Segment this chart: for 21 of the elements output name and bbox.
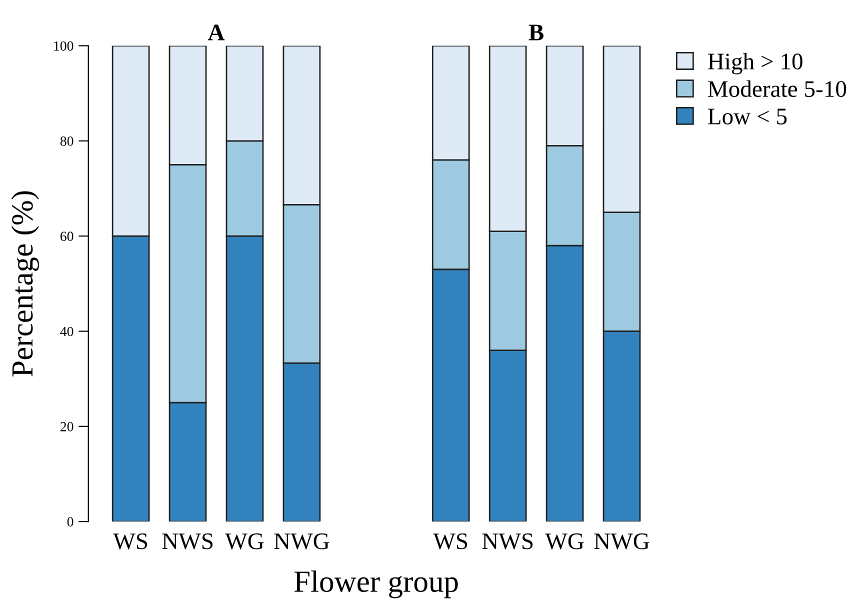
y-tick-label: 60 (60, 232, 74, 242)
legend-label: Low < 5 (708, 108, 787, 124)
legend-label: Moderate 5-10 (708, 80, 846, 98)
y-tick-label: 100 (54, 41, 74, 51)
x-tick-label: NWS (162, 533, 213, 550)
y-tick-label: 40 (60, 326, 74, 336)
x-tick-label: WS (113, 533, 148, 550)
x-tick-label: WS (433, 533, 468, 550)
y-tick-label: 80 (60, 136, 74, 146)
y-tick-label: 0 (67, 517, 74, 527)
x-tick-label: NWG (274, 533, 330, 550)
x-tick-label: WG (225, 533, 264, 550)
y-axis-title: Percentage (%) (11, 191, 40, 377)
y-tick-label: 20 (60, 422, 74, 432)
x-tick-label: NWS (482, 533, 533, 550)
chart-title: A (208, 24, 225, 40)
x-axis-title: Flower group (294, 570, 458, 598)
x-tick-label: NWG (594, 533, 650, 550)
x-tick-label: WG (545, 533, 584, 550)
legend-label: High > 10 (708, 52, 802, 74)
chart-title: B (528, 24, 544, 40)
